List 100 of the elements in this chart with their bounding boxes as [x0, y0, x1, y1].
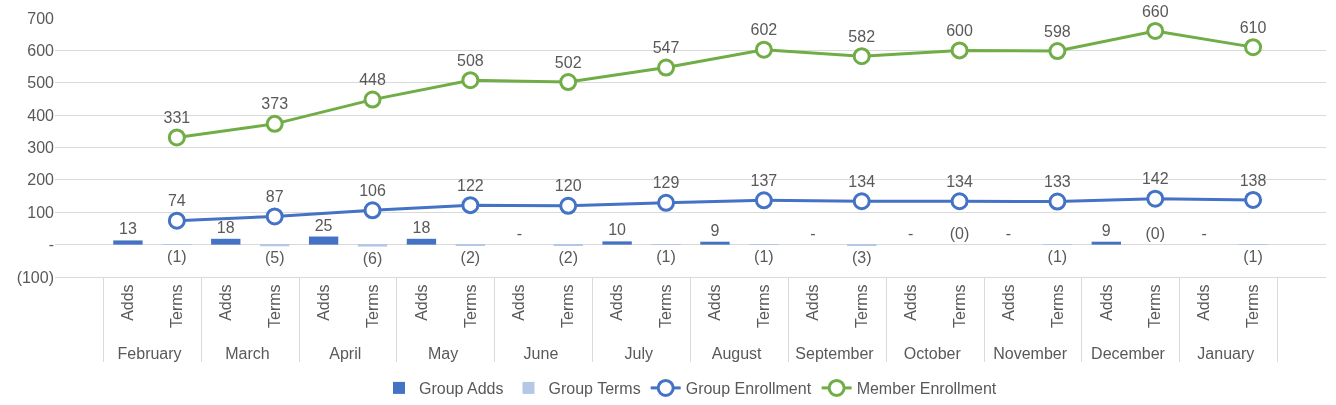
text: March: [225, 344, 270, 362]
bar: [1091, 241, 1121, 245]
point: [657, 193, 676, 212]
data-label: 18: [216, 218, 235, 236]
point: [1048, 42, 1067, 61]
x-tick-label: Terms: [461, 284, 479, 328]
data-label: 582: [848, 27, 876, 45]
point: [167, 211, 186, 230]
data-label: (1): [1047, 248, 1068, 265]
data-label: -: [907, 224, 914, 242]
y-tick-label: 600: [27, 41, 55, 59]
bar: [602, 241, 632, 245]
data-label: 137: [750, 171, 778, 189]
x-tick-label: Terms: [363, 284, 381, 328]
text: August: [711, 344, 763, 362]
x-tick-label: Terms: [168, 284, 186, 328]
point: [461, 71, 480, 90]
text: June: [523, 344, 559, 362]
data-label: (0): [949, 224, 970, 242]
x-tick-label: Terms: [755, 284, 773, 328]
data-label: 129: [652, 174, 680, 192]
x-tick-label: Adds: [804, 284, 821, 321]
point: [559, 196, 578, 215]
y-tick-label: 100: [27, 203, 55, 221]
point: [363, 90, 382, 109]
point: [1048, 192, 1067, 211]
x-tick-label: Adds: [901, 284, 919, 321]
data-label: (1): [1243, 248, 1263, 265]
data-label: 74: [167, 192, 186, 210]
x-tick-label: Adds: [510, 284, 528, 321]
data-label: 9: [1101, 221, 1111, 239]
data-label: 547: [652, 39, 680, 57]
point: [1146, 189, 1165, 208]
point: [950, 192, 969, 211]
data-label: 18: [412, 218, 431, 236]
data-label: 448: [359, 71, 386, 89]
x-tick-label: Terms: [559, 284, 577, 328]
x-tick-label: Terms: [657, 284, 675, 328]
point: [950, 41, 969, 60]
data-label: (5): [264, 249, 285, 267]
data-label: (0): [1145, 224, 1166, 242]
bar: [357, 244, 388, 247]
point: [167, 128, 186, 147]
point: [265, 114, 284, 133]
data-label: (2): [558, 249, 578, 266]
data-label: 120: [554, 177, 582, 195]
data-label: 502: [554, 53, 582, 71]
data-label: 602: [750, 21, 778, 39]
point: [265, 207, 284, 226]
x-tick-label: Terms: [265, 284, 283, 328]
text: April: [329, 344, 362, 362]
data-label: 331: [163, 109, 191, 127]
bar: [700, 241, 730, 245]
x-tick-label: Adds: [216, 284, 234, 321]
x-tick-label: Terms: [852, 284, 870, 328]
data-label: (1): [754, 248, 774, 265]
point: [1146, 21, 1165, 40]
text: May: [427, 344, 459, 362]
y-tick-label: 200: [27, 171, 55, 189]
data-label: 25: [314, 216, 333, 234]
data-label: 122: [457, 176, 484, 194]
text: January: [1197, 344, 1255, 362]
text: July: [624, 344, 654, 362]
data-label: 87: [265, 188, 284, 206]
x-tick-label: Terms: [950, 284, 968, 328]
y-tick-label: -: [48, 236, 54, 254]
text: September: [795, 344, 875, 362]
y-tick-label: 700: [27, 9, 55, 27]
point: [1244, 190, 1263, 209]
y-tick-label: 300: [27, 139, 55, 157]
x-tick-label: Adds: [999, 284, 1017, 321]
data-label: -: [1005, 224, 1012, 242]
text: October: [903, 344, 962, 362]
point: [559, 73, 578, 92]
data-label: (1): [167, 248, 187, 265]
data-label: -: [516, 224, 522, 242]
text: February: [117, 344, 182, 362]
bar: [308, 236, 339, 245]
point: [754, 40, 773, 59]
text: November: [993, 344, 1068, 362]
data-label: (3): [851, 249, 872, 266]
bar: [113, 240, 143, 245]
data-label: 373: [261, 95, 289, 113]
data-label: 142: [1141, 170, 1169, 188]
x-tick-label: Adds: [1195, 284, 1213, 321]
x-tick-label: Adds: [314, 284, 332, 321]
data-label: 9: [710, 221, 720, 239]
data-label: (1): [656, 248, 676, 265]
point: [852, 47, 871, 66]
data-label: 598: [1044, 22, 1071, 40]
bar: [406, 238, 437, 245]
data-label: 610: [1239, 18, 1267, 36]
x-tick-label: Terms: [1244, 284, 1262, 328]
x-tick-label: Terms: [1048, 284, 1066, 328]
x-tick-label: Terms: [1146, 284, 1164, 328]
data-label: 106: [359, 181, 386, 199]
data-label: 13: [118, 220, 137, 238]
data-label: 660: [1141, 2, 1169, 20]
data-label: 508: [457, 51, 484, 69]
y-tick-label: (100): [16, 268, 54, 286]
